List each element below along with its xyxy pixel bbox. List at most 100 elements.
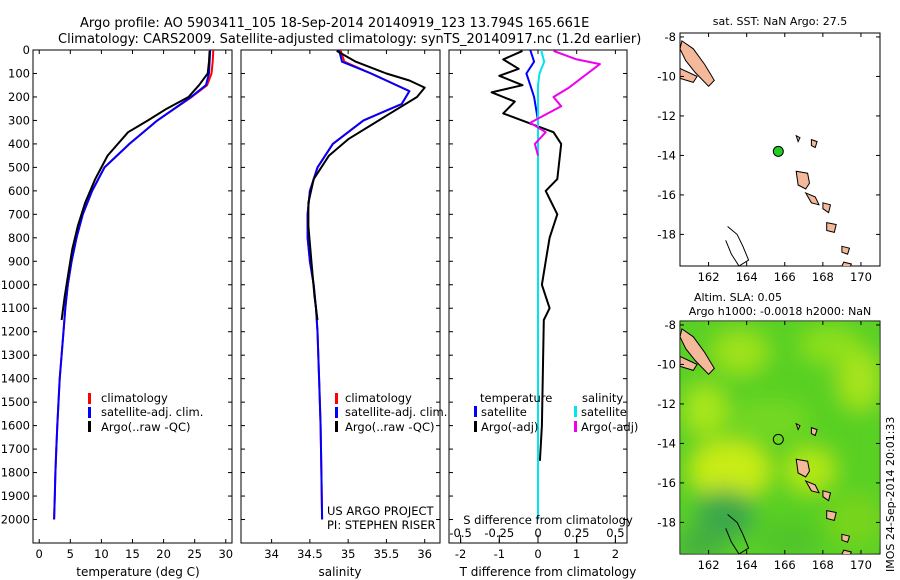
island (841, 261, 853, 266)
depth-tick-label: 400 (8, 137, 30, 151)
legend-label-satellite: satellite-adj. clim. (345, 405, 447, 419)
series-line-argo-raw-qc- (307, 50, 426, 321)
x-tick-label: 2 (612, 547, 619, 561)
x-tick-label: -1 (494, 547, 505, 561)
imos-timestamp: IMOS 24-Sep-2014 20:01:33 (884, 417, 897, 572)
legend-label-argo: Argo(..raw -QC) (101, 420, 191, 434)
legend-header-temperature: temperature (480, 391, 552, 405)
island (680, 328, 715, 376)
island (841, 245, 851, 255)
difference-profile-panel: -2 -1 0 1 2 -0.5 -0.25 0 0.25 0.5 S difference f… (448, 49, 638, 579)
legend-label-t-argo: Argo(-adj) (481, 420, 538, 434)
project-credit: US ARGO PROJECT (327, 504, 435, 518)
coastline-land (680, 328, 853, 554)
depth-tick-label: 500 (8, 160, 30, 174)
depth-tick-label: 1700 (1, 442, 30, 456)
x-tick-label: 35 (341, 547, 356, 561)
depth-tick-label: 0 (23, 43, 30, 57)
depth-tick-label: 300 (8, 113, 30, 127)
island (822, 490, 832, 502)
depth-tick-label: 600 (8, 184, 30, 198)
reef-outline (725, 514, 750, 554)
x2-tick-label: -0.5 (449, 526, 471, 540)
island (795, 134, 801, 143)
lat-tick-label: -14 (657, 148, 676, 162)
series-line-argo-adj- (490, 50, 563, 461)
series-line-satellite (537, 50, 546, 520)
x-tick-label: 36 (417, 547, 432, 561)
legend-swatch-satellite (88, 407, 91, 418)
island (795, 422, 801, 431)
legend-swatch-climatology (88, 393, 91, 404)
depth-tick-label: 700 (8, 207, 30, 221)
lat-tick-label: -16 (657, 188, 676, 202)
x2-tick-label: 0.25 (564, 526, 590, 540)
island (826, 509, 837, 522)
lon-tick-label: 170 (850, 558, 872, 572)
coastline-land (680, 40, 853, 266)
x-tick-label: 34 (264, 547, 279, 561)
difference-legend: temperature salinity satellite Argo(-adj… (474, 391, 638, 434)
lat-tick-label: -12 (657, 397, 676, 411)
figure-title-line1: Argo profile: AO 5903411_105 18-Sep-2014… (80, 16, 589, 31)
x2-tick-label: 0.5 (606, 526, 624, 540)
island (680, 67, 698, 83)
legend-swatch-argo (335, 421, 338, 432)
legend-swatch-climatology (335, 393, 338, 404)
island (810, 426, 818, 437)
x-tick-label: 5 (67, 547, 74, 561)
legend-header-salinity: salinity (582, 391, 623, 405)
legend-label-satellite: satellite-adj. clim. (101, 405, 203, 419)
lon-tick-label: 164 (736, 270, 758, 284)
island (841, 549, 853, 554)
temperature-profile-panel: 0100200300400500600700800900100011001200… (1, 43, 233, 579)
lon-tick-label: 162 (698, 558, 720, 572)
island (841, 533, 851, 543)
lon-tick-label: 166 (774, 558, 796, 572)
t-difference-axis-label: T difference from climatology (459, 565, 637, 579)
island (804, 191, 820, 206)
depth-tick-label: 1400 (1, 372, 30, 386)
island (822, 202, 832, 214)
lon-tick-label: 164 (736, 558, 758, 572)
x-tick-label: 25 (187, 547, 202, 561)
island (804, 479, 820, 494)
s-difference-axis-label: S difference from climatology (463, 513, 633, 527)
x-tick-label: 1 (573, 547, 580, 561)
lat-tick-label: -18 (657, 515, 676, 529)
lon-tick-label: 162 (698, 270, 720, 284)
lat-tick-label: -8 (665, 318, 676, 332)
lat-tick-label: -10 (657, 357, 676, 371)
series-line-argo-raw-qc- (60, 50, 211, 321)
lon-tick-label: 170 (850, 270, 872, 284)
x-tick-label: 35.5 (374, 547, 400, 561)
depth-tick-label: 900 (8, 254, 30, 268)
x-tick-label: 20 (156, 547, 171, 561)
island (680, 355, 698, 371)
island (795, 458, 811, 478)
legend-label-climatology: climatology (345, 391, 412, 405)
depth-tick-label: 1900 (1, 489, 30, 503)
salinity-plot-frame (240, 49, 441, 544)
x-tick-label: 0 (36, 547, 43, 561)
lon-tick-label: 168 (812, 558, 834, 572)
pi-credit: PI: STEPHEN RISER (327, 518, 436, 532)
lon-tick-label: 166 (774, 270, 796, 284)
legend-label-t-satellite: satellite (481, 405, 527, 419)
salinity-legend: climatology satellite-adj. clim. Argo(..… (335, 391, 447, 434)
x2-tick-label: 0 (534, 526, 541, 540)
salinity-profile-panel: 34 34.5 35 35.5 36 salinity climatology sate… (240, 49, 447, 579)
legend-label-argo: Argo(..raw -QC) (345, 420, 435, 434)
depth-tick-label: 100 (8, 66, 30, 80)
depth-tick-label: 1100 (1, 301, 30, 315)
depth-tick-label: 2000 (1, 513, 30, 527)
island (826, 221, 837, 234)
legend-swatch-argo (88, 421, 91, 432)
temperature-plot-frame (32, 49, 233, 544)
x-tick-label: 10 (94, 547, 109, 561)
series-line-satellite-adj-clim- (53, 50, 212, 520)
island (795, 170, 811, 190)
altim-map-title-line2: Argo h1000: -0.0018 h2000: NaN (689, 305, 872, 318)
legend-swatch-t-satellite (474, 406, 477, 417)
altimetry-map-panel: Altim. SLA: 0.05 Argo h1000: -0.0018 h20… (657, 291, 881, 572)
